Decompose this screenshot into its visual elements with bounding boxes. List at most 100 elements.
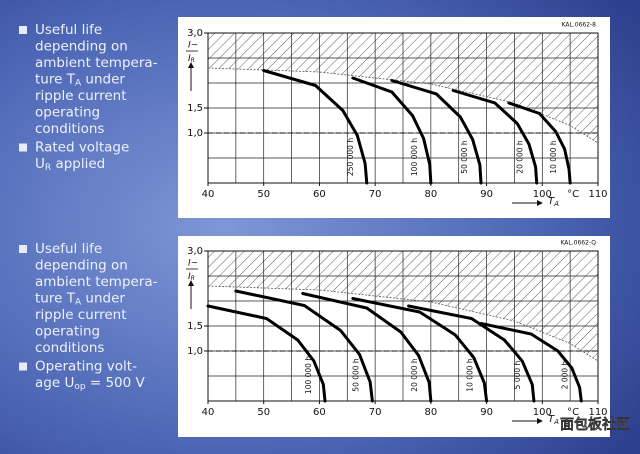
- bullet-line: ripple current: [35, 88, 127, 104]
- x-tick-label: 100: [533, 189, 552, 200]
- x-arrowhead: [537, 200, 543, 206]
- bullet-line: Useful life: [35, 22, 102, 38]
- bullet-line: conditions: [35, 340, 104, 356]
- x-tick-label: 80: [424, 189, 437, 200]
- figure-code: KAL.0662-8: [562, 22, 597, 29]
- y-tick-label: 1,5: [187, 103, 203, 114]
- text-run: conditions: [35, 340, 104, 356]
- bullet-line: age Uop = 500 V: [35, 375, 146, 392]
- boundary-line: [208, 67, 598, 144]
- bullet: [19, 143, 27, 152]
- curve-label: 50 000 h: [460, 140, 469, 174]
- x-label-main: T: [548, 414, 555, 425]
- text-run: operating: [35, 105, 100, 121]
- curve-label: 100 000 h: [304, 356, 313, 394]
- y-label-sub: R: [191, 275, 195, 282]
- x-tick-label: 40: [202, 189, 215, 200]
- x-tick-label: 90: [480, 189, 493, 200]
- x-unit: °C: [567, 407, 579, 418]
- life-curve: [234, 289, 374, 403]
- bullet-line: operating: [35, 105, 100, 121]
- x-tick-label: 80: [424, 407, 437, 418]
- y-label-sub: R: [191, 57, 195, 64]
- bullet-line: ambient tempera-: [35, 274, 158, 290]
- x-arrowhead: [537, 418, 543, 424]
- x-tick-label: 70: [369, 407, 382, 418]
- y-label: IR: [188, 54, 195, 64]
- hatched-region: [208, 33, 598, 143]
- life-curve: [407, 304, 536, 403]
- subscript: R: [45, 163, 51, 173]
- x-label-main: T: [548, 196, 555, 207]
- x-tick-label: 50: [257, 189, 270, 200]
- y-label-main: I: [188, 272, 191, 282]
- text-run: depending on: [35, 39, 128, 55]
- x-tick-label: 50: [257, 407, 270, 418]
- bullet-line: Rated voltage: [35, 140, 129, 156]
- y-tick-label: 1,0: [187, 346, 203, 357]
- text-run: ture T: [35, 291, 76, 307]
- bullet: [19, 245, 27, 253]
- x-tick-label: 70: [369, 189, 382, 200]
- curve-label: 20 000 h: [516, 140, 525, 174]
- y-label-main: I: [188, 54, 191, 64]
- x-tick-label: 90: [480, 407, 493, 418]
- boundary-line: [208, 285, 598, 362]
- x-unit: °C: [567, 189, 579, 200]
- curve-label: 250 000 h: [346, 138, 355, 176]
- x-tick-label: 40: [202, 407, 215, 418]
- life-curve: [301, 292, 433, 403]
- text-run: ture T: [35, 72, 76, 88]
- life-curve: [479, 322, 583, 403]
- x-tick-label: 110: [588, 407, 607, 418]
- curve-label: 2 000 h: [560, 360, 569, 389]
- y-tick-label: 1,5: [187, 321, 203, 332]
- text-run: ambient tempera-: [35, 274, 158, 290]
- x-tick-label: 100: [533, 407, 552, 418]
- text-run: ripple current: [35, 307, 127, 323]
- bullet-line: depending on: [35, 39, 128, 55]
- bullet-line: conditions: [35, 121, 104, 137]
- life-curve: [262, 69, 369, 185]
- y-arrowhead: [188, 62, 194, 68]
- text-run: age U: [35, 375, 74, 391]
- y-label: I~: [188, 259, 198, 269]
- life-curve: [351, 76, 433, 185]
- bullet-line: depending on: [35, 258, 128, 274]
- text-run: Useful life: [35, 22, 102, 38]
- text-run: conditions: [35, 121, 104, 137]
- curve-label: 10 000 h: [466, 358, 475, 392]
- hatched-region: [208, 251, 598, 361]
- text-run: operating: [35, 324, 100, 340]
- x-tick-label: 60: [313, 407, 326, 418]
- life-curve: [351, 297, 489, 403]
- text-run: under: [81, 291, 125, 307]
- text-run: applied: [51, 156, 105, 172]
- bullet-line: ture TA under: [35, 72, 125, 89]
- life-curve: [451, 89, 539, 185]
- bullet: [19, 362, 27, 371]
- bullet-line: ripple current: [35, 307, 127, 323]
- subscript: op: [74, 382, 86, 392]
- text-run: U: [35, 156, 45, 172]
- text-run: Rated voltage: [35, 140, 129, 156]
- bullet-line: operating: [35, 324, 100, 340]
- bullet-line: Operating volt-: [35, 359, 137, 375]
- y-tick-label: 3,0: [187, 28, 203, 39]
- bullet-line: ture TA under: [35, 291, 125, 308]
- life-curve: [507, 101, 572, 185]
- bullet-line: Useful life: [35, 241, 102, 257]
- curve-label: 100 000 h: [410, 138, 419, 176]
- bullet-line: ambient tempera-: [35, 55, 158, 71]
- text-run: depending on: [35, 258, 128, 274]
- x-tick-label: 110: [588, 189, 607, 200]
- watermark: 面包板社区: [560, 416, 630, 433]
- life-curve: [390, 79, 483, 185]
- x-label-sub: A: [553, 200, 559, 208]
- text-run: ripple current: [35, 88, 127, 104]
- x-tick-label: 60: [313, 189, 326, 200]
- text-run: ambient tempera-: [35, 55, 158, 71]
- x-label: TA: [548, 414, 559, 426]
- x-label-sub: A: [553, 418, 559, 426]
